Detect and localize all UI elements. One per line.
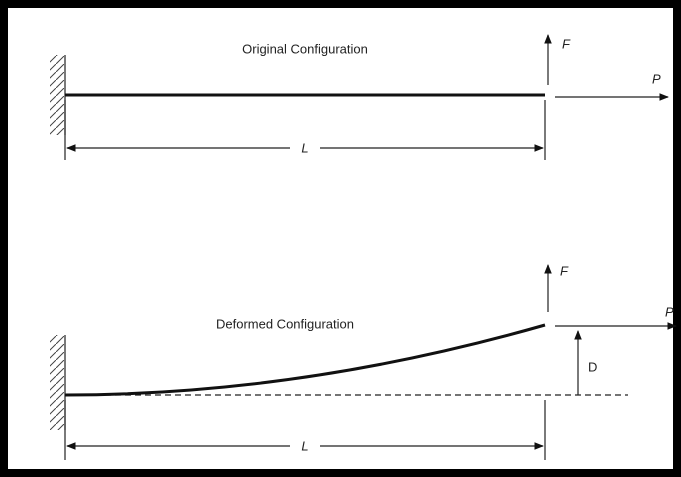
- length-label: L: [301, 438, 308, 453]
- force-label: F: [562, 36, 571, 51]
- deflection-label: D: [588, 359, 597, 374]
- wall: [50, 335, 64, 430]
- axial-label: P: [652, 71, 661, 86]
- title: Deformed Configuration: [216, 316, 354, 331]
- axial-label: P: [665, 304, 674, 319]
- force-label: F: [560, 263, 569, 278]
- title: Original Configuration: [242, 41, 368, 56]
- deformed-beam: [64, 323, 546, 397]
- deformed-configuration: Deformed Configuration F P D L: [50, 263, 677, 460]
- original-configuration: Original Configuration F P L: [50, 34, 669, 160]
- wall: [50, 55, 64, 135]
- length-label: L: [301, 140, 308, 155]
